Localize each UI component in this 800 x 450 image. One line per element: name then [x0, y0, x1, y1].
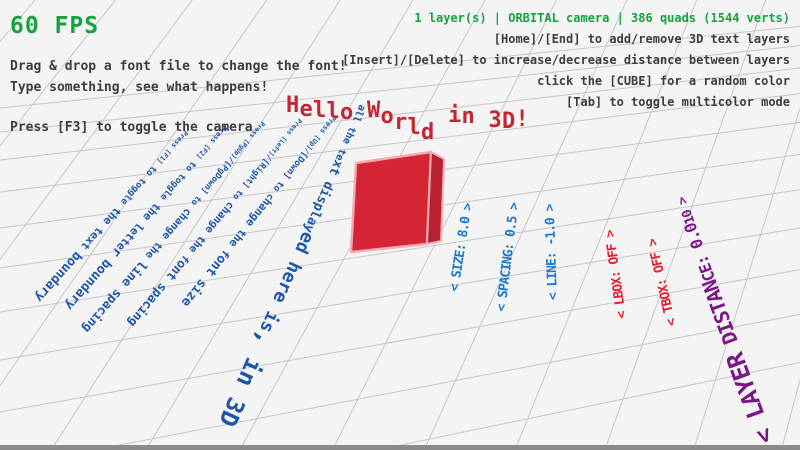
cube-side-face[interactable]	[426, 151, 445, 245]
grid-line	[0, 93, 800, 193]
hint-cube-color: click the [CUBE] for a random color	[537, 74, 790, 88]
param-size-label: < SIZE: 8.0 >	[447, 201, 476, 292]
param-layer-distance-label: < LAYER DISTANCE: 0.010 >	[664, 193, 779, 447]
hello-world-text: Hello World in 3D!	[286, 93, 529, 145]
fps-counter: 60 FPS	[10, 13, 100, 39]
grid-line	[50, 0, 341, 450]
grid-line	[0, 0, 268, 387]
ground-help-text: Press [F1] to toggle the text boundary P…	[31, 114, 337, 336]
param-line-label: < LINE: -1.0 >	[543, 203, 561, 300]
hud-right: 1 layer(s) | ORBITAL camera | 386 quads …	[342, 8, 790, 113]
status-bar: 1 layer(s) | ORBITAL camera | 386 quads …	[414, 11, 790, 25]
grid-line	[0, 25, 800, 109]
hint-type: Type something, see what happens!	[10, 80, 269, 96]
grid-line	[0, 189, 800, 313]
param-tbox-label: < TBOX: OFF >	[645, 236, 680, 327]
param-spacing-label: < SPACING: 0.5 >	[494, 201, 522, 312]
grid-line	[0, 67, 800, 161]
grid-line	[423, 0, 628, 450]
grid-line	[145, 0, 414, 450]
hint-layers: [Home]/[End] to add/remove 3D text layer…	[493, 32, 790, 46]
hint-layer-distance: [Insert]/[Delete] to increase/decrease d…	[342, 53, 790, 67]
hint-drag-drop: Drag & drop a font file to change the fo…	[10, 58, 347, 74]
grid-line	[374, 361, 800, 450]
hint-multicolor: [Tab] to toggle multicolor mode	[566, 95, 790, 109]
hint-camera-toggle: Press [F3] to toggle the camera	[10, 119, 253, 135]
param-labels: < SIZE: 8.0 > < SPACING: 0.5 > < LINE: -…	[447, 193, 780, 448]
param-lbox-label: < LBOX: OFF >	[603, 228, 630, 319]
cube-front-face[interactable]	[349, 150, 433, 254]
grid-line	[0, 0, 117, 147]
grid-line	[0, 0, 193, 261]
grid-line	[91, 313, 800, 450]
grid-line	[514, 0, 698, 450]
grid-line	[604, 0, 767, 450]
grid-line	[0, 269, 800, 413]
grid-line	[331, 0, 557, 450]
hud-left: 60 FPS Drag & drop a font file to change…	[10, 8, 347, 138]
bottom-bar	[0, 445, 800, 450]
grid-line	[0, 227, 800, 361]
cube[interactable]	[349, 150, 445, 254]
grid-line	[693, 106, 800, 450]
spacer	[10, 99, 347, 117]
grid-line	[0, 45, 800, 133]
